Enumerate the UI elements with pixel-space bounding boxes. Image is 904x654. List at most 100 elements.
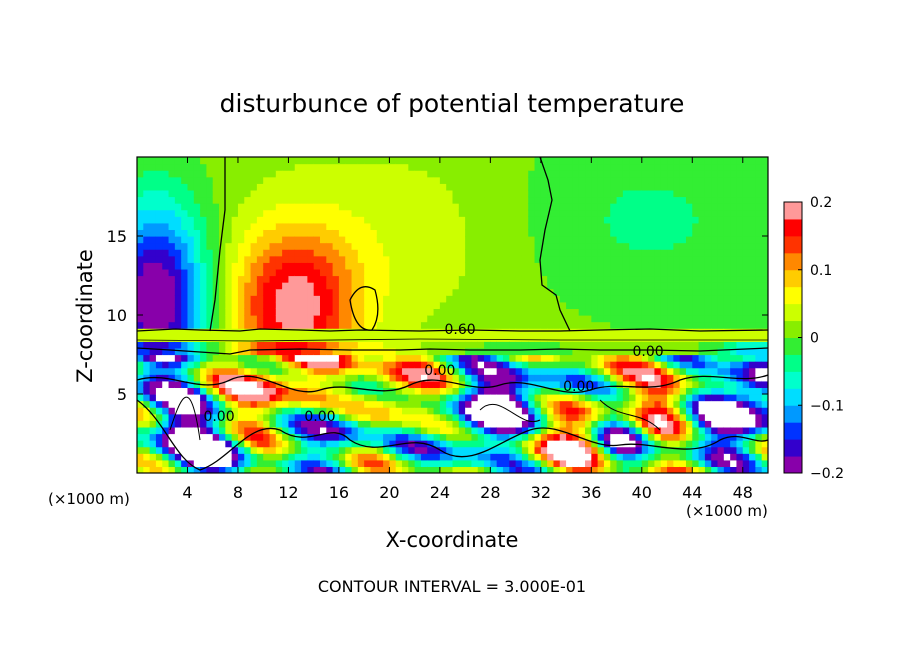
heatmap-cell [749, 163, 756, 171]
heatmap-cell [193, 466, 201, 473]
heatmap-cell [603, 255, 611, 263]
heatmap-cell [616, 183, 624, 191]
heatmap-cell [269, 275, 277, 283]
heatmap-cell [452, 301, 460, 310]
heatmap-cell [723, 328, 731, 336]
heatmap-cell [452, 459, 460, 468]
heatmap-cell [149, 466, 157, 473]
heatmap-cell [578, 183, 586, 191]
heatmap-cell [370, 387, 378, 395]
heatmap-cell [408, 466, 416, 473]
heatmap-cell [370, 249, 378, 257]
heatmap-cell [465, 347, 473, 356]
heatmap-cell [225, 341, 233, 349]
heatmap-cell [591, 400, 599, 408]
heatmap-cell [282, 301, 290, 310]
heatmap-cell [319, 315, 327, 323]
heatmap-cell [282, 334, 290, 342]
heatmap-cell [730, 229, 738, 237]
heatmap-cell [351, 433, 359, 441]
heatmap-cell [389, 242, 397, 250]
heatmap-cell [231, 282, 239, 290]
heatmap-cell [427, 315, 435, 323]
heatmap-cell [446, 288, 454, 296]
heatmap-cell [364, 301, 372, 310]
heatmap-cell [484, 466, 491, 473]
heatmap-cell [610, 275, 618, 283]
heatmap-cell [635, 459, 643, 468]
heatmap-cell [364, 236, 372, 244]
heatmap-cell [219, 354, 226, 362]
heatmap-cell [452, 387, 460, 395]
heatmap-cell [149, 157, 157, 165]
heatmap-cell [572, 196, 580, 204]
heatmap-cell [654, 249, 662, 257]
heatmap-cell [338, 222, 346, 231]
heatmap-cell [471, 328, 479, 336]
heatmap-cell [301, 341, 308, 349]
heatmap-cell [667, 275, 674, 283]
heatmap-cell [408, 157, 416, 165]
heatmap-cell [471, 341, 479, 349]
heatmap-cell [433, 222, 441, 231]
heatmap-cell [585, 157, 592, 165]
lens-zero-contour [349, 286, 379, 331]
heatmap-cell [168, 183, 176, 191]
heatmap-cell [622, 426, 630, 435]
heatmap-cell [225, 268, 233, 277]
heatmap-cell [319, 216, 327, 224]
heatmap-cell [559, 374, 567, 382]
heatmap-cell [319, 347, 327, 356]
heatmap-cell [433, 229, 441, 237]
heatmap-cell [578, 163, 586, 171]
heatmap-cell [155, 242, 163, 250]
heatmap-cell [301, 282, 308, 290]
heatmap-cell [225, 453, 233, 461]
heatmap-cell [641, 315, 649, 323]
heatmap-cell [414, 413, 422, 421]
heatmap-cell [509, 308, 517, 316]
heatmap-cell [181, 209, 189, 217]
heatmap-cell [553, 236, 561, 244]
heatmap-cell [231, 407, 239, 415]
heatmap-cell [471, 189, 479, 198]
heatmap-cell [578, 209, 586, 217]
heatmap-cell [364, 440, 372, 448]
heatmap-cell [181, 189, 189, 198]
heatmap-cell [275, 183, 283, 191]
heatmap-cell [610, 321, 618, 329]
heatmap-cell [288, 268, 296, 277]
heatmap-cell [137, 176, 144, 184]
heatmap-cell [528, 262, 536, 270]
heatmap-cell [219, 176, 226, 184]
heatmap-cell [692, 440, 700, 448]
heatmap-cell [736, 387, 744, 395]
heatmap-cell [269, 374, 277, 382]
heatmap-cell [667, 176, 674, 184]
heatmap-cell [162, 400, 170, 408]
heatmap-cell [559, 275, 567, 283]
heatmap-cell [679, 268, 687, 277]
heatmap-cell [313, 380, 321, 389]
heatmap-cell [534, 183, 542, 191]
heatmap-cell [402, 295, 409, 303]
heatmap-cell [635, 420, 643, 428]
heatmap-cell [616, 229, 624, 237]
heatmap-cell [370, 400, 378, 408]
heatmap-cell [383, 203, 390, 211]
heatmap-cell [275, 170, 283, 178]
heatmap-cell [654, 183, 662, 191]
heatmap-cell [635, 275, 643, 283]
heatmap-cell [193, 262, 201, 270]
lower-zero-contour-1 [137, 399, 768, 471]
heatmap-cell [704, 157, 712, 165]
heatmap-cell [187, 426, 195, 435]
heatmap-cell [452, 295, 460, 303]
heatmap-cell [408, 196, 416, 204]
heatmap-cell [332, 407, 340, 415]
heatmap-cell [275, 163, 283, 171]
heatmap-cell [704, 301, 712, 310]
heatmap-cell [155, 189, 163, 198]
heatmap-cell [761, 453, 768, 461]
heatmap-cell [427, 262, 435, 270]
